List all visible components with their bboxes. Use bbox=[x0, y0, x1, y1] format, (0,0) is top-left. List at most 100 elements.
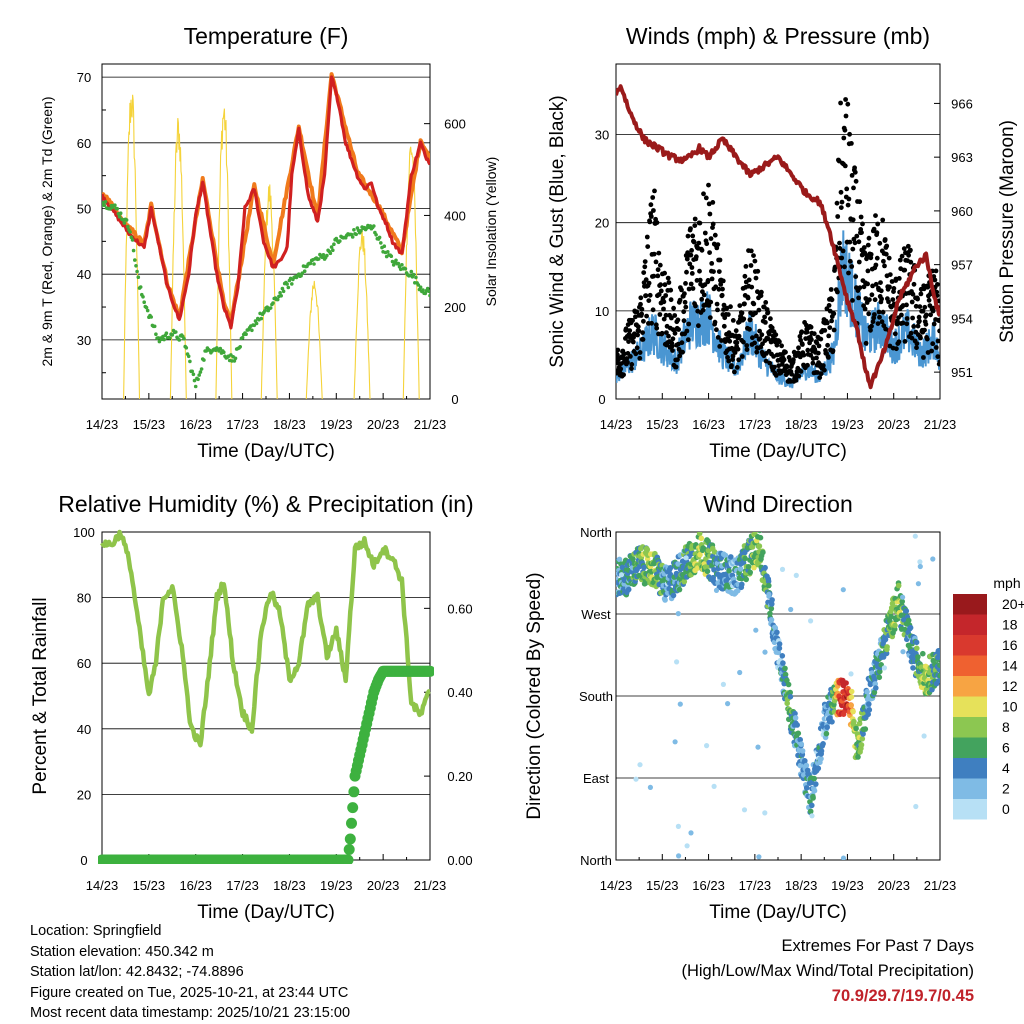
gust-point bbox=[669, 343, 675, 349]
direction-point bbox=[914, 645, 920, 652]
x-tick-label: 18/23 bbox=[273, 878, 306, 893]
direction-point bbox=[917, 563, 923, 570]
direction-point bbox=[776, 641, 783, 647]
gust-point bbox=[628, 354, 633, 359]
gust-point bbox=[882, 237, 888, 242]
dewpoint-point bbox=[184, 346, 189, 350]
gust-point bbox=[658, 288, 664, 294]
dewpoint-point bbox=[312, 262, 316, 266]
gust-point bbox=[688, 252, 694, 258]
gust-point bbox=[633, 351, 639, 357]
extremes-heading: Extremes For Past 7 Days bbox=[781, 937, 974, 955]
direction-point bbox=[802, 758, 808, 764]
gust-point bbox=[881, 258, 886, 264]
direction-point bbox=[862, 726, 869, 732]
colorbar-label: 20+ bbox=[1002, 596, 1024, 612]
direction-point bbox=[677, 701, 683, 707]
x-tick-label: 14/23 bbox=[86, 878, 119, 893]
direction-point bbox=[811, 787, 818, 794]
gust-point bbox=[641, 270, 647, 275]
gust-point bbox=[697, 277, 703, 283]
direction-point bbox=[803, 785, 810, 791]
dewpoint-point bbox=[286, 285, 291, 290]
y-axis-label: Direction (Colored By Speed) bbox=[524, 572, 545, 819]
gust-point bbox=[699, 247, 705, 253]
direction-point bbox=[757, 532, 762, 534]
y2-tick-label: 0.20 bbox=[447, 769, 472, 784]
dewpoint-point bbox=[196, 377, 200, 382]
chart-title-3: Wind Direction bbox=[703, 491, 853, 517]
gust-point bbox=[808, 324, 814, 330]
colorbar-swatch bbox=[953, 635, 987, 656]
direction-point bbox=[720, 681, 727, 688]
gust-point bbox=[875, 321, 881, 326]
gust-point bbox=[784, 364, 790, 370]
dewpoint-point bbox=[182, 336, 186, 341]
direction-point bbox=[811, 775, 817, 782]
y2-tick-label: 0.60 bbox=[447, 601, 472, 616]
gust-point bbox=[690, 286, 696, 291]
gust-point bbox=[753, 275, 759, 281]
x-tick-label: 18/23 bbox=[785, 417, 818, 432]
direction-point bbox=[722, 552, 729, 559]
dewpoint-point bbox=[128, 230, 132, 234]
gust-point bbox=[693, 303, 698, 309]
dewpoint-point bbox=[222, 350, 226, 355]
direction-point bbox=[766, 591, 772, 598]
gust-point bbox=[773, 332, 779, 338]
gust-point bbox=[929, 348, 934, 354]
gust-point bbox=[742, 301, 747, 307]
gust-point bbox=[635, 324, 641, 330]
gust-point bbox=[616, 352, 620, 358]
y2-tick-label: 0 bbox=[451, 392, 458, 407]
gust-point bbox=[847, 239, 853, 245]
y-tick-label: North bbox=[580, 525, 612, 540]
gust-point bbox=[659, 330, 665, 336]
gust-point bbox=[800, 342, 805, 347]
direction-point bbox=[794, 722, 800, 728]
gust-point bbox=[747, 326, 752, 332]
direction-point bbox=[895, 582, 902, 589]
gust-point bbox=[924, 336, 930, 342]
gust-point bbox=[739, 310, 745, 316]
gust-point bbox=[935, 282, 940, 287]
gust-point bbox=[656, 250, 662, 256]
direction-point bbox=[843, 680, 849, 686]
gust-point bbox=[877, 240, 883, 246]
gust-point bbox=[877, 314, 882, 320]
direction-point bbox=[769, 601, 775, 607]
dewpoint-point bbox=[135, 269, 139, 274]
direction-point bbox=[726, 568, 732, 574]
dewpoint-point bbox=[418, 285, 423, 290]
extremes-values: 70.9/29.7/19.7/0.45 bbox=[831, 987, 974, 1005]
gust-point bbox=[679, 287, 684, 293]
precip-point bbox=[424, 665, 434, 677]
gust-point bbox=[736, 357, 742, 363]
gust-point bbox=[776, 363, 782, 369]
direction-point bbox=[853, 725, 859, 732]
dewpoint-point bbox=[254, 321, 259, 326]
gust-point bbox=[721, 302, 727, 308]
gust-point bbox=[918, 291, 924, 297]
gust-point bbox=[915, 323, 921, 329]
gust-point bbox=[923, 312, 929, 318]
gust-point bbox=[920, 308, 926, 314]
y-tick-label: North bbox=[580, 853, 612, 868]
gust-point bbox=[831, 311, 837, 317]
gust-point bbox=[724, 305, 730, 311]
direction-point bbox=[782, 665, 788, 672]
direction-point bbox=[884, 644, 890, 650]
gust-point bbox=[654, 220, 660, 226]
gust-point bbox=[861, 284, 867, 290]
direction-point bbox=[856, 720, 863, 727]
gust-point bbox=[852, 165, 857, 171]
gust-point bbox=[654, 325, 660, 331]
direction-point bbox=[813, 781, 819, 787]
colorbar-label: 8 bbox=[1002, 719, 1010, 735]
direction-point bbox=[876, 674, 883, 681]
gust-point bbox=[824, 320, 830, 326]
gust-point bbox=[670, 348, 675, 353]
y-tick-label: 20 bbox=[595, 216, 609, 231]
gust-point bbox=[706, 182, 711, 188]
gust-point bbox=[710, 225, 715, 231]
